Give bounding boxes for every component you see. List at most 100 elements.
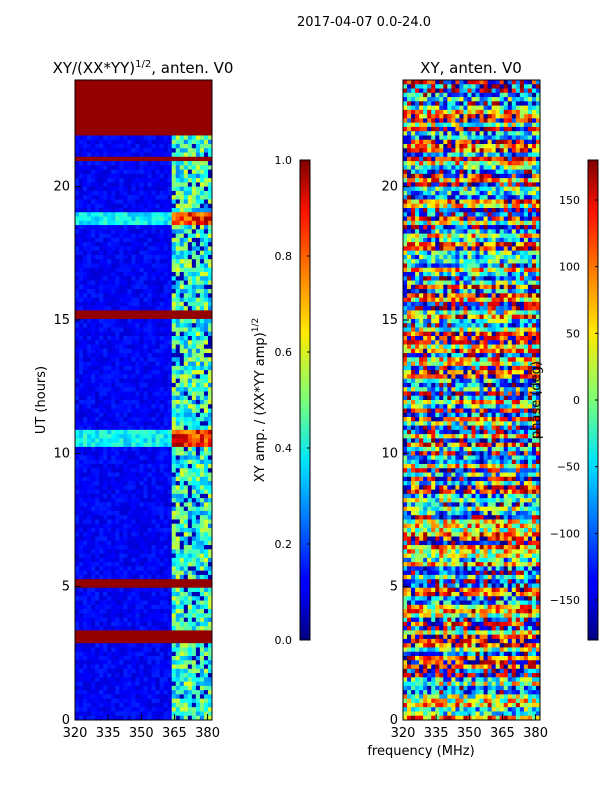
amplitude-cell [151,596,157,602]
amplitude-cell [175,323,181,329]
amplitude-cell [151,562,157,567]
amplitude-cell [183,493,189,499]
amplitude-cell [111,105,116,111]
amplitude-cell [155,651,161,657]
amplitude-cell [131,638,137,644]
amplitude-cell [111,348,116,354]
amplitude-cell [183,638,189,644]
amplitude-cell [167,353,173,358]
amplitude-cell [191,489,197,495]
amplitude-cell [107,587,112,593]
amplitude-cell [123,673,128,678]
amplitude-cell [123,630,128,636]
amplitude-cell [151,267,157,273]
amplitude-cell [199,412,205,418]
amplitude-cell [131,237,137,243]
amplitude-cell [135,203,141,209]
amplitude-cell [203,169,209,175]
amplitude-cell [179,365,185,371]
amplitude-cell [111,502,116,508]
amplitude-cell [119,681,124,687]
amplitude-cell [131,668,137,674]
amplitude-cell [127,647,133,653]
amplitude-cell [115,152,120,158]
amplitude-cell [87,225,92,230]
amplitude-cell [103,144,108,149]
amplitude-cell [179,250,185,256]
amplitude-cell [123,425,128,431]
amplitude-cell [111,254,116,260]
amplitude-cell [87,476,92,482]
amplitude-cell [83,421,88,427]
amplitude-cell [191,208,197,213]
amplitude-cell [199,301,205,307]
amplitude-cell [167,400,173,405]
amplitude-cell [199,289,205,294]
amplitude-cell [195,609,201,614]
amplitude-cell [111,370,116,375]
amplitude-cell [83,237,88,243]
amplitude-cell [91,327,96,333]
amplitude-cell [87,528,92,533]
amplitude-cell [171,272,177,277]
amplitude-cell [179,540,185,546]
amplitude-cell [115,532,120,538]
amplitude-cell [99,242,104,247]
amplitude-cell [171,109,177,115]
amplitude-cell [107,643,112,649]
amplitude-cell [207,178,212,183]
amplitude-cell [179,528,185,533]
amplitude-cell [199,536,205,542]
amplitude-cell [183,664,189,670]
amplitude-cell [151,254,157,260]
amplitude-cell [191,289,197,294]
amplitude-cell [139,506,145,512]
amplitude-cell [151,698,157,704]
amplitude-cell [79,634,84,640]
amplitude-cell [199,545,205,550]
amplitude-cell [103,489,108,495]
amplitude-cell [103,126,108,132]
amplitude-cell [83,685,88,691]
amplitude-cell [95,280,100,286]
amplitude-cell [147,310,153,316]
amplitude-cell [175,553,181,559]
amplitude-cell [147,604,153,610]
amplitude-cell [171,613,177,619]
amplitude-cell [183,323,189,329]
amplitude-cell [119,600,124,606]
amplitude-cell [131,545,137,550]
amplitude-cell [95,685,100,691]
amplitude-cell [203,446,209,452]
amplitude-cell [99,126,104,132]
amplitude-cell [155,579,161,585]
amplitude-cell [179,417,185,422]
amplitude-cell [123,263,128,269]
amplitude-cell [135,562,141,567]
amplitude-cell [107,114,112,119]
amplitude-cell [167,220,173,226]
amplitude-cell [79,698,84,704]
amplitude-cell [95,340,100,346]
amplitude-cell [107,233,112,239]
amplitude-cell [167,421,173,427]
amplitude-cell [135,587,141,593]
amplitude-cell [75,472,80,478]
amplitude-cell [103,651,108,657]
amplitude-cell [91,182,96,188]
amplitude-cell [175,690,181,695]
amplitude-cell [103,498,108,503]
amplitude-cell [127,472,133,478]
amplitude-cell [139,254,145,260]
amplitude-cell [171,306,177,311]
amplitude-cell [75,212,80,218]
amplitude-cell [75,80,80,85]
amplitude-cell [75,600,80,606]
amplitude-cell [155,656,161,661]
amplitude-cell [123,378,128,384]
amplitude-cell [199,242,205,247]
amplitude-cell [159,186,165,192]
amplitude-cell [187,421,193,427]
amplitude-cell [131,498,137,503]
amplitude-cell [99,404,104,410]
